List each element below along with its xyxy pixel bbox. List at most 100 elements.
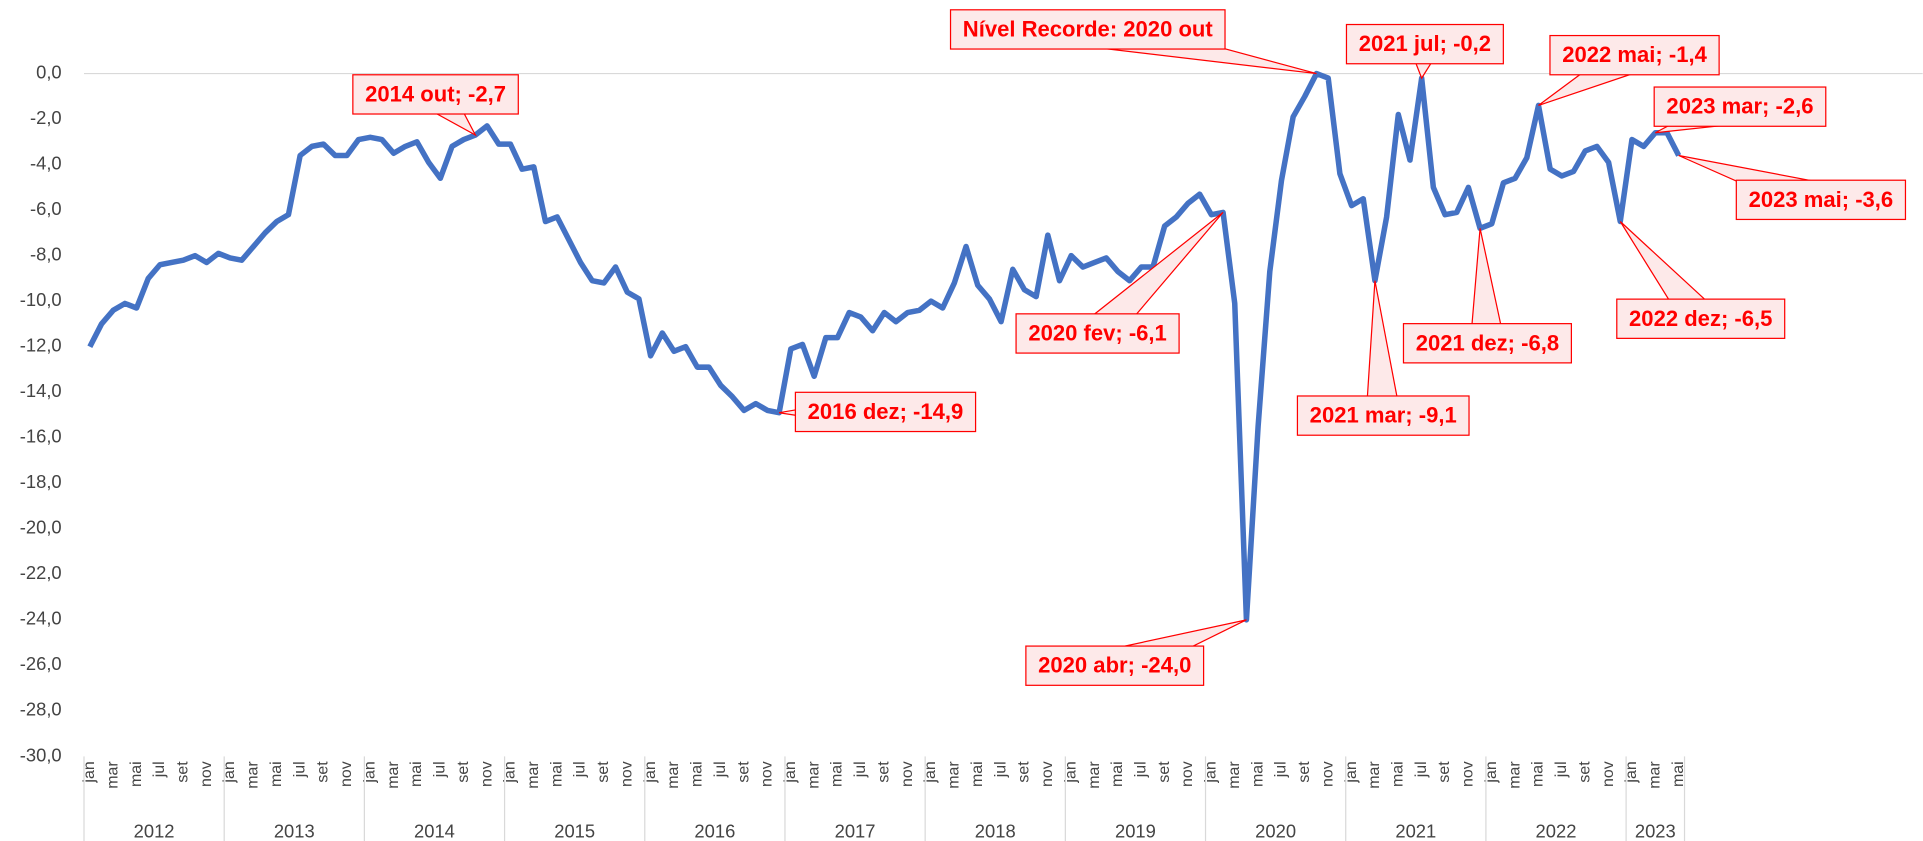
- y-tick-label: -28,0: [20, 699, 62, 720]
- x-tick-label: mai: [1249, 761, 1266, 787]
- x-tick-label: jul: [1273, 761, 1290, 778]
- y-tick-label: -24,0: [20, 608, 62, 629]
- y-tick-label: -26,0: [20, 653, 62, 674]
- x-tick-label: mar: [1226, 761, 1243, 789]
- x-tick-label: jul: [1553, 761, 1570, 778]
- x-tick-label: mar: [525, 761, 542, 789]
- callout-cover: [1017, 315, 1178, 352]
- callout: 2016 dez; -14,9: [779, 391, 977, 433]
- callout-cover: [1404, 324, 1571, 362]
- x-tick-label: mai: [1109, 761, 1126, 787]
- callout-cover: [796, 393, 975, 431]
- callout-cover: [951, 11, 1224, 48]
- x-tick-label: jul: [712, 761, 729, 778]
- x-tick-label: jan: [1203, 761, 1220, 783]
- x-tick-label: mai: [268, 761, 285, 787]
- year-label: 2020: [1255, 820, 1296, 841]
- x-tick-label: mai: [408, 761, 425, 787]
- y-tick-label: -12,0: [20, 335, 62, 356]
- x-tick-label: nov: [1039, 761, 1056, 787]
- callout: 2021 mar; -9,1: [1296, 280, 1470, 436]
- x-tick-label: mai: [1670, 761, 1687, 787]
- x-tick-label: mai: [1530, 761, 1547, 787]
- callout-cover: [1027, 647, 1203, 685]
- x-tick-label: mai: [128, 761, 145, 787]
- x-tick-label: jan: [922, 761, 939, 783]
- callout-cover: [354, 76, 518, 113]
- x-tick-label: nov: [198, 761, 215, 787]
- x-tick-label: mar: [1366, 761, 1383, 789]
- y-tick-label: 0,0: [36, 61, 62, 82]
- y-tick-label: -10,0: [20, 289, 62, 310]
- x-tick-label: mar: [946, 761, 963, 789]
- data-line: [87, 70, 1682, 623]
- y-tick-label: -8,0: [30, 244, 62, 265]
- callout-cover: [1298, 397, 1468, 434]
- x-tick-label: jan: [81, 761, 98, 783]
- x-tick-label: nov: [1179, 761, 1196, 787]
- callout-cover: [1551, 36, 1718, 74]
- x-tick-label: mai: [969, 761, 986, 787]
- callout: 2022 dez; -6,5: [1616, 221, 1786, 339]
- callout-label: 2016 dez; -14,9: [808, 399, 964, 424]
- callout: 2023 mai; -3,6: [1678, 154, 1907, 221]
- callout-cover: [1737, 181, 1905, 219]
- callout: 2020 abr; -24,0: [1025, 619, 1247, 686]
- year-label: 2016: [694, 820, 735, 841]
- callout: 2020 fev; -6,1: [1015, 211, 1224, 354]
- x-tick-label: mar: [1647, 761, 1664, 789]
- x-tick-label: jan: [642, 761, 659, 783]
- x-tick-label: jan: [1483, 761, 1500, 783]
- callout-cover: [1618, 300, 1784, 338]
- x-tick-label: mar: [104, 761, 121, 789]
- x-tick-label: jan: [502, 761, 519, 783]
- x-tick-label: set: [1436, 761, 1453, 783]
- year-label: 2017: [835, 820, 876, 841]
- x-tick-label: jul: [151, 761, 168, 778]
- year-label: 2013: [274, 820, 315, 841]
- callout-cover: [1347, 25, 1503, 63]
- x-tick-label: mar: [245, 761, 262, 789]
- x-tick-label: mar: [805, 761, 822, 789]
- x-tick-label: jul: [572, 761, 589, 778]
- y-tick-label: -30,0: [20, 744, 62, 765]
- x-tick-label: nov: [899, 761, 916, 787]
- callout-label: 2022 dez; -6,5: [1629, 306, 1772, 331]
- y-tick-label: -2,0: [30, 107, 62, 128]
- y-tick-label: -20,0: [20, 517, 62, 538]
- callout-label: 2020 fev; -6,1: [1028, 321, 1167, 346]
- year-label: 2022: [1536, 820, 1577, 841]
- year-label: 2018: [975, 820, 1016, 841]
- callout: 2021 jul; -0,2: [1345, 23, 1504, 80]
- x-tick-label: nov: [1319, 761, 1336, 787]
- x-tick-label: set: [1016, 761, 1033, 783]
- callout-label: Nível Recorde: 2020 out: [963, 16, 1214, 41]
- x-tick-label: mai: [548, 761, 565, 787]
- x-tick-label: mai: [829, 761, 846, 787]
- x-tick-label: mar: [385, 761, 402, 789]
- callout-label: 2020 abr; -24,0: [1038, 653, 1191, 678]
- callout: 2022 mai; -1,4: [1538, 34, 1720, 107]
- callout-cover: [1655, 88, 1825, 126]
- y-tick-label: -18,0: [20, 471, 62, 492]
- x-tick-label: jan: [1623, 761, 1640, 783]
- x-tick-label: jul: [291, 761, 308, 778]
- x-tick-label: set: [1296, 761, 1313, 783]
- x-tick-label: jul: [432, 761, 449, 778]
- callout: 2021 dez; -6,8: [1402, 228, 1572, 364]
- x-tick-label: mar: [665, 761, 682, 789]
- x-tick-label: mar: [1506, 761, 1523, 789]
- x-tick-label: jul: [1132, 761, 1149, 778]
- x-tick-label: jan: [782, 761, 799, 783]
- x-tick-label: nov: [618, 761, 635, 787]
- y-tick-label: -14,0: [20, 380, 62, 401]
- x-tick-label: jul: [1413, 761, 1430, 778]
- x-tick-label: set: [455, 761, 472, 783]
- callout-label: 2022 mai; -1,4: [1562, 42, 1707, 67]
- year-label: 2012: [134, 820, 175, 841]
- y-tick-label: -16,0: [20, 426, 62, 447]
- y-tick-label: -4,0: [30, 152, 62, 173]
- x-tick-label: set: [315, 761, 332, 783]
- x-tick-label: mar: [1086, 761, 1103, 789]
